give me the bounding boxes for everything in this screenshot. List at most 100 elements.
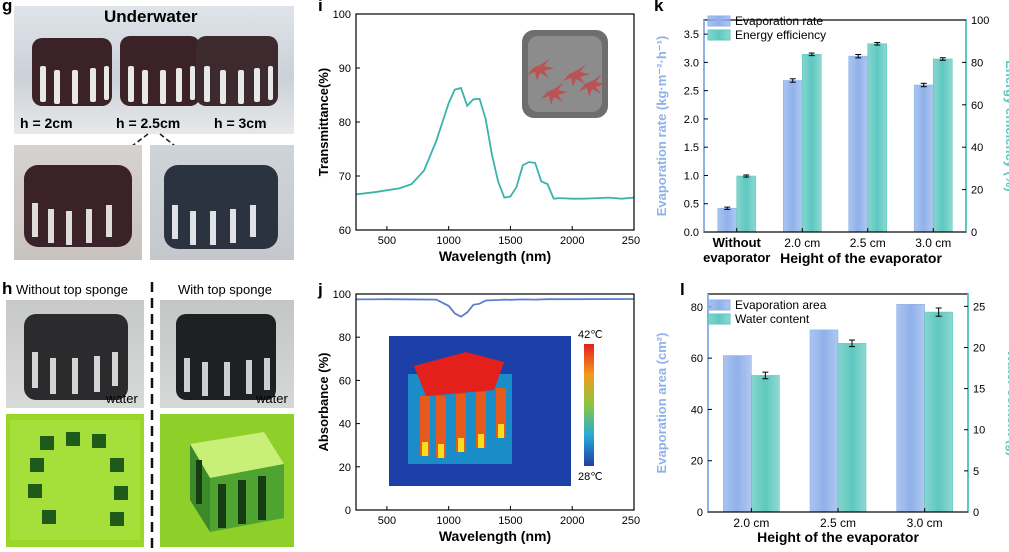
data-line-i: [355, 86, 635, 200]
legend-label: Evaporation area: [735, 298, 827, 312]
x-tick-label: 2.5 cm: [850, 236, 886, 250]
bar-energy-efficiency: [801, 54, 822, 233]
thermal-colorbar: [584, 344, 594, 466]
y-tick-label: 100: [333, 9, 351, 21]
underwater-title: Underwater: [104, 7, 198, 26]
y-tick-label: 60: [691, 353, 703, 365]
photo-with-top-sponge: [160, 300, 294, 408]
legend-label: Water content: [735, 312, 810, 326]
y-tick-label: 0: [697, 507, 703, 519]
thermal-column-tip: [438, 444, 444, 458]
y2-tick-label: 100: [971, 15, 989, 27]
x-tick-label: 1000: [436, 515, 460, 527]
panel-label-i: i: [318, 0, 323, 15]
plot-frame: [355, 293, 635, 511]
y2-tick-label: 20: [973, 342, 985, 354]
height-label-2-5cm: h = 2.5cm: [116, 115, 181, 131]
thermal-column-tip: [478, 434, 484, 448]
bar-water-content: [924, 311, 953, 513]
y-axis-title: Evaporation area (cm²): [654, 333, 669, 474]
photo-evaporator-2-5cm-dark: [14, 145, 142, 260]
height-label-3cm: h = 3cm: [214, 115, 267, 131]
y-tick-label: 40: [339, 419, 351, 431]
inset-red-pattern: [541, 82, 568, 105]
y2-tick-label: 10: [973, 425, 985, 437]
y2-tick-label: 5: [973, 466, 979, 478]
bar-evaporation-area: [723, 355, 752, 513]
x-tick-label: 3.0 cm: [915, 236, 951, 250]
inset-red-pattern: [527, 58, 554, 81]
bar-evaporation-area: [896, 303, 925, 513]
y-tick-label: 80: [339, 332, 351, 344]
legend-swatch: [707, 29, 731, 41]
x-axis-title: Height of the evaporator: [757, 529, 919, 545]
y-tick-label: 20: [691, 456, 703, 468]
bar-evaporation-rate: [782, 80, 803, 233]
y-tick-label: 2.0: [684, 114, 699, 126]
x-tick-label: 2000: [560, 515, 584, 527]
y-tick-label: 20: [339, 462, 351, 474]
y2-tick-label: 60: [971, 100, 983, 112]
y2-tick-label: 25: [973, 301, 985, 313]
x-tick-label: 2.5 cm: [820, 516, 856, 530]
thermal-hot-top: [414, 352, 504, 396]
water-label-right: water: [256, 391, 288, 406]
colorbar-min-label: 28℃: [578, 471, 603, 483]
bar-energy-efficiency: [867, 43, 888, 233]
bar-evaporation-rate: [717, 207, 738, 233]
photo-fluorescence-without-sponge: [6, 414, 144, 547]
y-tick-label: 70: [339, 171, 351, 183]
x-axis-title: Wavelength (nm): [439, 528, 551, 544]
colorbar-max-label: 42℃: [578, 329, 603, 341]
bar-water-content: [751, 375, 780, 513]
bar-evaporation-rate: [913, 84, 934, 233]
y2-tick-label: 80: [971, 57, 983, 69]
y2-tick-label: 15: [973, 384, 985, 396]
y-tick-label: 1.5: [684, 142, 699, 154]
photo-fluorescence-with-sponge: [160, 414, 294, 547]
y2-tick-label: 20: [971, 185, 983, 197]
thermal-column-tip: [498, 424, 504, 438]
y-tick-label: 90: [339, 63, 351, 75]
x-axis-title: Height of the evaporator: [780, 250, 942, 266]
y-tick-label: 100: [333, 289, 351, 301]
y-tick-label: 60: [339, 225, 351, 237]
panel-label-l: l: [680, 280, 685, 299]
height-label-2cm: h = 2cm: [20, 115, 73, 131]
thermal-column-tip: [458, 438, 464, 452]
y-tick-label: 3.5: [684, 29, 699, 41]
x-tick-label: evaporator: [703, 250, 770, 265]
panel-label-h: h: [2, 279, 13, 298]
x-axis-title: Wavelength (nm): [439, 248, 551, 264]
inset-photo-top-view: [522, 30, 608, 118]
x-tick-label: 2000: [560, 235, 584, 247]
x-tick-label: 1500: [498, 235, 522, 247]
y-tick-label: 80: [691, 302, 703, 314]
legend-label: Energy efficiency: [735, 28, 826, 42]
x-tick-label: 2.0 cm: [784, 236, 820, 250]
x-tick-label: 1500: [498, 515, 522, 527]
bar-evaporation-rate: [848, 55, 869, 233]
thermal-column: [496, 388, 506, 438]
y-axis-title: Evaporation rate (kg·m⁻²·h⁻¹): [654, 36, 669, 217]
thermal-column-tip: [422, 442, 428, 456]
x-tick-label: 500: [378, 235, 396, 247]
y2-tick-label: 0: [973, 507, 979, 519]
y-tick-label: 2.5: [684, 86, 699, 98]
y-axis-title: Absorbance (%): [316, 353, 331, 452]
panel-label-g: g: [2, 0, 13, 15]
legend-label: Evaporation rate: [735, 14, 823, 28]
x-tick-label: 1000: [436, 235, 460, 247]
thermal-column: [476, 392, 486, 448]
x-tick-label: 3.0 cm: [907, 516, 943, 530]
y-tick-label: 40: [691, 404, 703, 416]
divider-dashed: [150, 282, 154, 550]
y-tick-label: 80: [339, 117, 351, 129]
photo-evaporator-2-5cm-blue: [150, 145, 294, 260]
x-tick-label: 500: [378, 515, 396, 527]
y-tick-label: 60: [339, 375, 351, 387]
underwater-evaporators: [32, 36, 278, 106]
x-tick-label: 2.0 cm: [733, 516, 769, 530]
thermal-column: [436, 396, 446, 458]
